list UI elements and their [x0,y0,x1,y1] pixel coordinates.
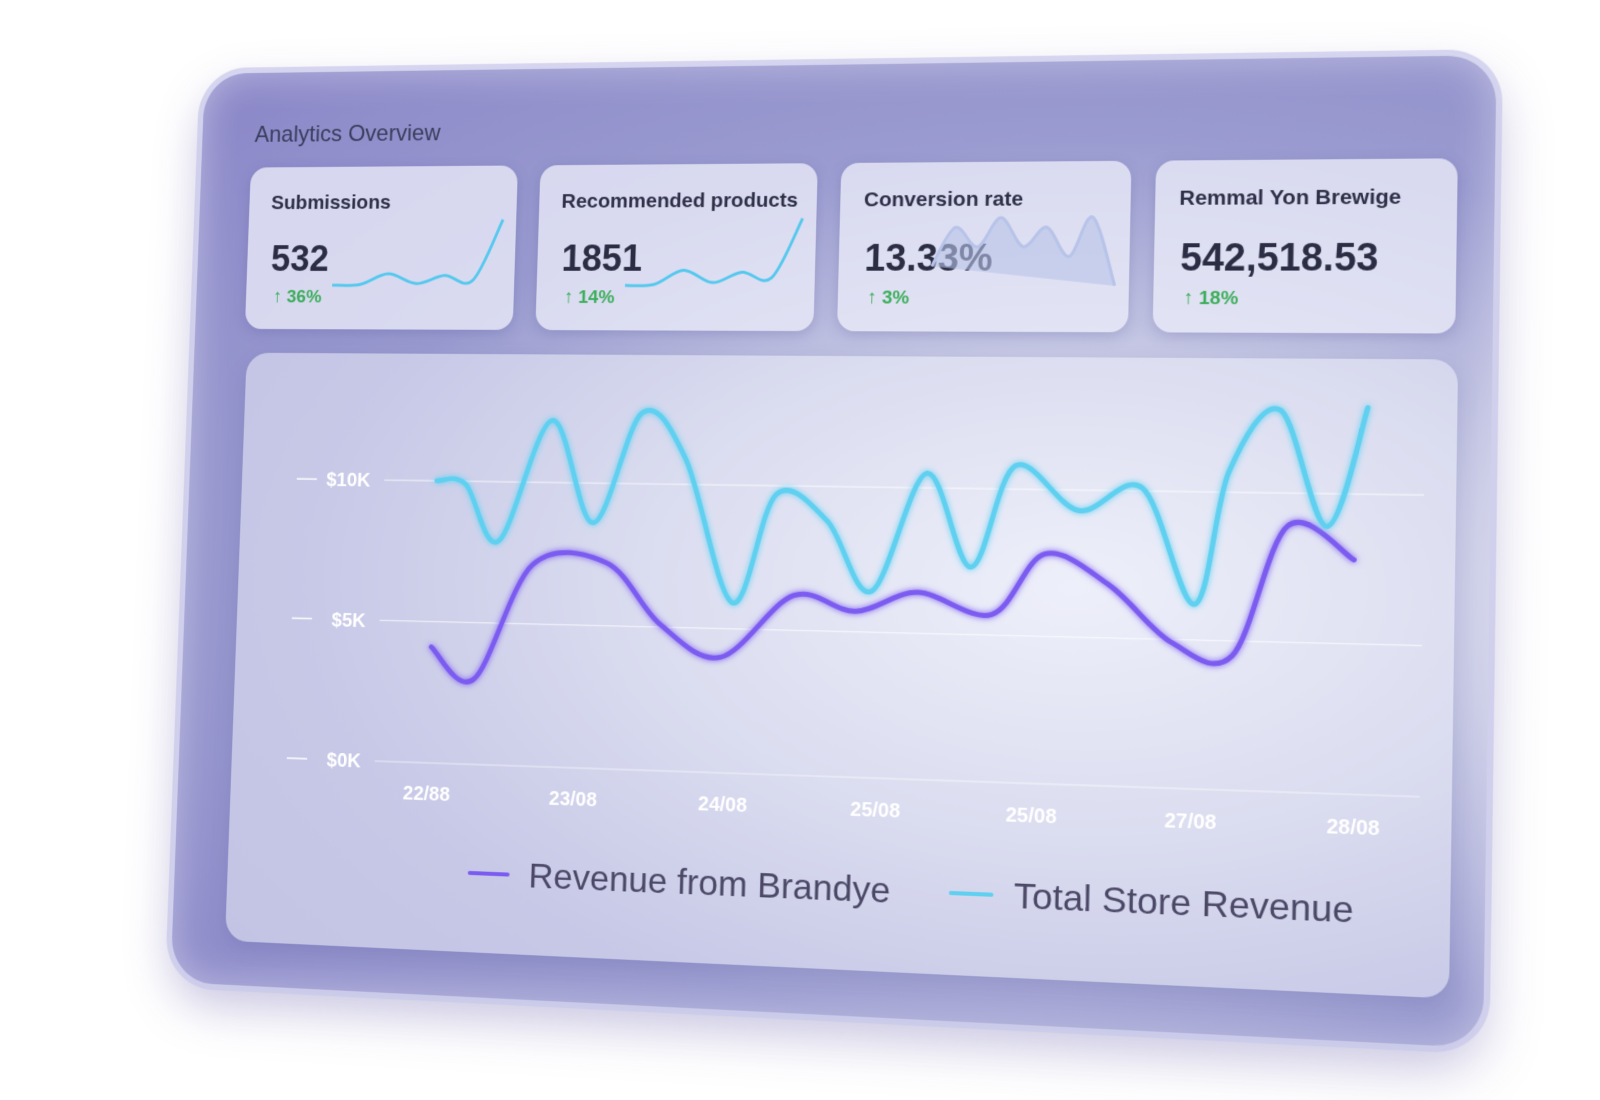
kpi-label: Remmal Yon Brewige [1179,185,1402,210]
kpi-row: Submissions 532 ↑ 36% Recommended products 1… [244,158,1458,334]
sparkline [328,214,507,291]
kpi-label: Recommended products [561,188,799,213]
kpi-card: Recommended products 1851 ↑ 14% [534,163,818,332]
x-tick-label: 24/08 [698,794,748,818]
x-tick-label: 25/08 [1005,805,1057,829]
y-tick-label: $5K [331,610,366,632]
grid-line [375,761,1420,797]
legend-swatch [470,873,508,875]
kpi-label: Submissions [270,191,392,214]
kpi-delta: ↑ 14% [563,287,615,308]
sparkline [621,213,807,292]
kpi-delta: ↑ 36% [272,287,322,308]
legend-label: Total Store Revenue [1013,876,1354,931]
grid-line [380,620,1422,645]
x-tick-label: 27/08 [1164,810,1217,834]
sparkline [927,211,1120,292]
chart-card: $0K $5K $10K 22/88 23/08 24/08 25/08 25/08 27/08… [224,352,1459,999]
kpi-card: Remmal Yon Brewige 542,518.53 ↑ 18% [1152,158,1458,334]
legend-swatch [951,893,992,895]
sparkline-line [931,217,1116,286]
dashboard-title: Analytics Overview [254,120,441,148]
line-chart: $0K $5K $10K 22/88 23/08 24/08 25/08 25/08 27/08… [225,353,1458,931]
kpi-card: Conversion rate 13.33% ↑ 3% [836,160,1131,333]
kpi-value: 542,518.53 [1179,236,1379,280]
y-tick-mark [287,758,307,759]
kpi-card: Submissions 532 ↑ 36% [244,165,518,330]
x-tick-label: 28/08 [1326,816,1380,841]
kpi-delta: ↑ 3% [867,287,910,309]
grid-line [384,480,1424,495]
kpi-label: Conversion rate [863,187,1024,212]
sparkline-line [625,218,803,286]
x-tick-label: 25/08 [850,799,901,823]
series-line [433,400,1368,618]
x-tick-label: 22/88 [403,783,451,806]
y-tick-label: $10K [326,470,371,492]
kpi-value: 532 [270,239,330,280]
dashboard-panel: Analytics Overview Submissions 532 ↑ 36% Re… [170,55,1497,1049]
y-tick-label: $0K [326,750,361,772]
sparkline-line [332,220,503,286]
kpi-delta: ↑ 18% [1183,287,1239,310]
x-tick-label: 23/08 [549,788,598,811]
legend-label: Revenue from Brandye [528,856,891,911]
